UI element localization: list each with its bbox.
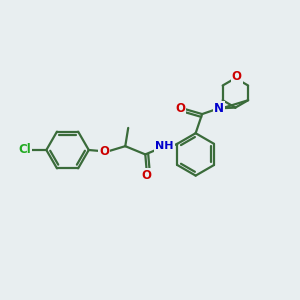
Text: NH: NH <box>155 141 174 151</box>
Text: Cl: Cl <box>19 143 31 157</box>
Text: O: O <box>99 145 109 158</box>
Text: O: O <box>232 70 242 83</box>
Text: O: O <box>142 169 152 182</box>
Text: N: N <box>214 102 224 115</box>
Text: O: O <box>175 102 185 115</box>
